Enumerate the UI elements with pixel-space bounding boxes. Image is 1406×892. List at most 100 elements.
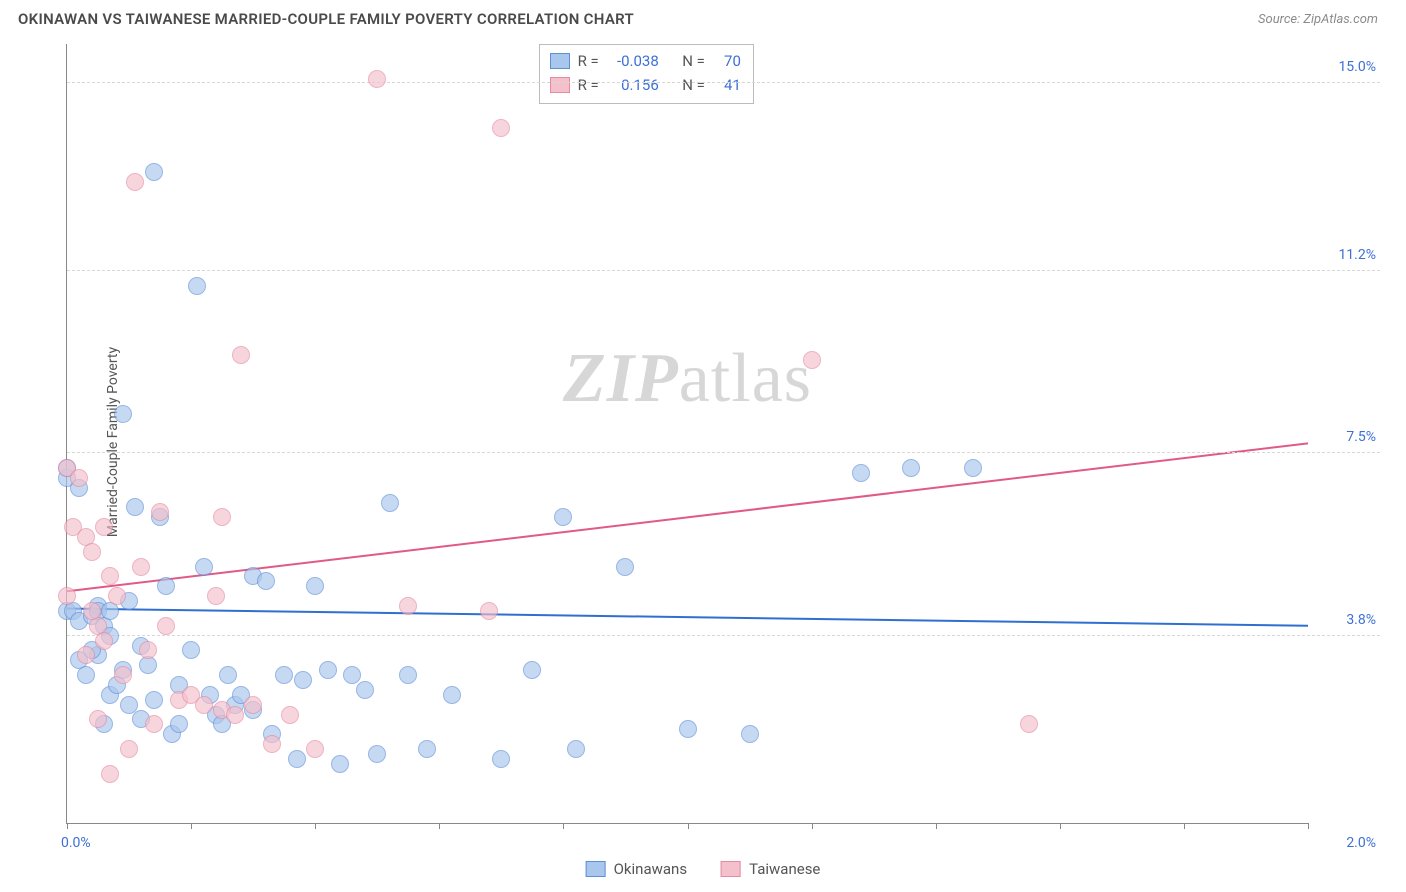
data-point <box>331 755 349 773</box>
data-point <box>157 617 175 635</box>
data-point <box>319 661 337 679</box>
data-point <box>263 735 281 753</box>
data-point <box>188 277 206 295</box>
plot-region: ZIPatlas R =-0.038 N =70R =0.156 N =41 3… <box>66 44 1308 824</box>
stats-row: R = -0.038 N = 70 <box>550 49 741 73</box>
gridline <box>67 82 1380 83</box>
stat-r-label: R = <box>578 73 599 97</box>
stat-n-label: N = <box>682 49 705 73</box>
data-point <box>83 543 101 561</box>
data-point <box>679 720 697 738</box>
legend-swatch <box>550 53 570 69</box>
y-tick-label: 7.5% <box>1346 429 1376 445</box>
gridline <box>67 635 1380 636</box>
data-point <box>418 740 436 758</box>
data-point <box>244 696 262 714</box>
data-point <box>195 558 213 576</box>
data-point <box>356 681 374 699</box>
data-point <box>89 710 107 728</box>
y-tick-label: 3.8% <box>1346 612 1376 628</box>
data-point <box>902 459 920 477</box>
data-point <box>114 405 132 423</box>
data-point <box>195 696 213 714</box>
data-point <box>207 587 225 605</box>
source-label: Source: ZipAtlas.com <box>1258 12 1378 27</box>
data-point <box>964 459 982 477</box>
data-point <box>170 715 188 733</box>
x-tick <box>563 823 564 829</box>
data-point <box>77 666 95 684</box>
data-point <box>126 173 144 191</box>
data-point <box>306 740 324 758</box>
gridline <box>67 270 1380 271</box>
y-tick-label: 15.0% <box>1338 59 1376 75</box>
data-point <box>381 494 399 512</box>
x-tick <box>812 823 813 829</box>
data-point <box>399 597 417 615</box>
data-point <box>616 558 634 576</box>
data-point <box>145 691 163 709</box>
data-point <box>306 577 324 595</box>
stat-n-value: 70 <box>713 49 741 73</box>
legend-swatch <box>721 861 741 877</box>
data-point <box>803 351 821 369</box>
series-legend: Okinawans Taiwanese <box>586 860 821 878</box>
data-point <box>288 750 306 768</box>
data-point <box>294 671 312 689</box>
stat-r-value: 0.156 <box>607 73 659 97</box>
data-point <box>281 706 299 724</box>
data-point <box>480 602 498 620</box>
x-axis-label: 0.0% <box>61 835 91 851</box>
data-point <box>95 518 113 536</box>
data-point <box>58 587 76 605</box>
data-point <box>145 715 163 733</box>
x-tick <box>688 823 689 829</box>
x-tick <box>1184 823 1185 829</box>
data-point <box>120 696 138 714</box>
watermark: ZIPatlas <box>563 339 812 419</box>
data-point <box>443 686 461 704</box>
data-point <box>101 765 119 783</box>
data-point <box>852 464 870 482</box>
data-point <box>1020 715 1038 733</box>
data-point <box>120 740 138 758</box>
data-point <box>157 577 175 595</box>
data-point <box>232 346 250 364</box>
stats-legend-box: R =-0.038 N =70R =0.156 N =41 <box>539 44 754 104</box>
legend-label: Okinawans <box>614 860 687 878</box>
data-point <box>70 469 88 487</box>
data-point <box>492 119 510 137</box>
data-point <box>275 666 293 684</box>
stat-n-label: N = <box>682 73 705 97</box>
x-tick <box>191 823 192 829</box>
chart-title: OKINAWAN VS TAIWANESE MARRIED-COUPLE FAM… <box>18 10 634 28</box>
x-tick <box>315 823 316 829</box>
chart-area: Married-Couple Family Poverty ZIPatlas R… <box>48 44 1380 840</box>
legend-item: Taiwanese <box>721 860 820 878</box>
data-point <box>151 503 169 521</box>
data-point <box>132 558 150 576</box>
gridline <box>67 452 1380 453</box>
data-point <box>213 508 231 526</box>
x-tick <box>936 823 937 829</box>
x-tick <box>1060 823 1061 829</box>
data-point <box>368 745 386 763</box>
data-point <box>95 632 113 650</box>
x-tick <box>67 823 68 829</box>
data-point <box>257 572 275 590</box>
y-tick-label: 11.2% <box>1338 247 1376 263</box>
stat-r-label: R = <box>578 49 599 73</box>
legend-swatch <box>586 861 606 877</box>
data-point <box>368 70 386 88</box>
data-point <box>139 641 157 659</box>
stats-row: R =0.156 N =41 <box>550 73 741 97</box>
legend-swatch <box>550 77 570 93</box>
data-point <box>523 661 541 679</box>
data-point <box>77 646 95 664</box>
data-point <box>126 498 144 516</box>
data-point <box>83 602 101 620</box>
data-point <box>343 666 361 684</box>
data-point <box>101 567 119 585</box>
data-point <box>145 163 163 181</box>
stat-r-value: -0.038 <box>607 49 659 73</box>
